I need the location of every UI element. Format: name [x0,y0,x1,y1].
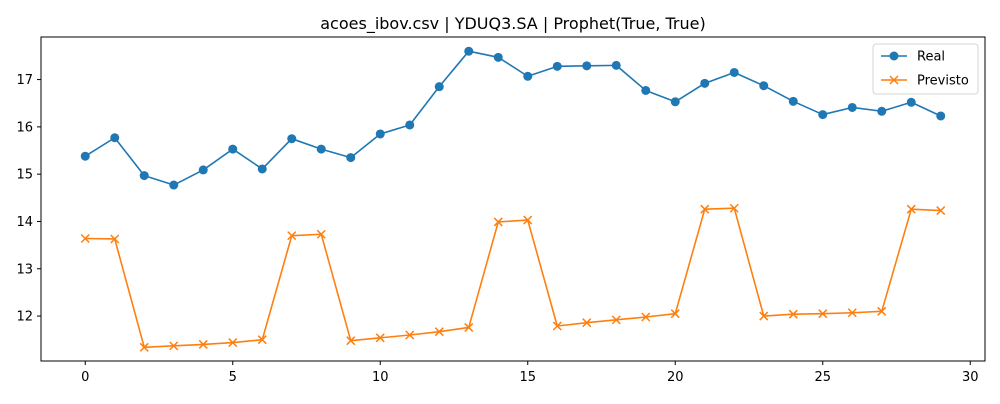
x-tick-label: 30 [962,370,979,385]
data-point-real [759,81,769,91]
data-point-real [670,97,680,107]
data-point-previsto [523,215,533,225]
data-point-real [375,129,385,139]
data-point-real [847,102,857,112]
data-point-real [788,96,798,106]
series-line-previsto [85,207,941,349]
legend-marker-real [889,51,899,61]
legend-marker-previsto [889,75,899,85]
data-point-previsto [110,234,120,244]
x-tick-label: 20 [667,370,684,385]
data-point-previsto [80,233,90,244]
y-tick-label: 17 [16,73,33,88]
data-point-previsto [198,339,208,349]
data-point-real [139,171,149,181]
x-tick-label: 5 [229,370,237,385]
data-point-real [287,134,297,144]
data-point-real [228,144,238,154]
data-point-previsto [316,229,326,239]
data-point-real [169,180,179,190]
data-point-real [936,111,946,121]
data-point-previsto [139,342,149,352]
data-point-real [198,165,208,175]
data-point-previsto [759,311,769,321]
data-point-previsto [346,336,356,346]
data-point-real [405,120,415,130]
series-line-real [84,50,942,186]
data-point-previsto [847,308,857,318]
data-point-previsto [228,338,238,348]
y-tick-label: 16 [16,120,33,135]
data-point-real [464,46,474,56]
axes-frame [40,36,986,362]
data-point-previsto [877,306,887,316]
data-point-real [906,97,916,107]
data-point-real [552,61,562,71]
data-point-real [582,61,592,71]
x-tick-label: 10 [372,370,389,385]
data-point-real [729,67,739,77]
legend: Real Previsto [872,43,979,95]
legend-label: Previsto [917,74,969,89]
data-point-real [641,85,651,95]
data-point-real [818,110,828,120]
x-tick-label: 15 [519,370,536,385]
plot-area: 0 5 10 15 20 25 30 12 13 14 15 16 17 [16,36,986,385]
data-point-previsto [405,330,415,340]
data-point-real [346,153,356,163]
chart-title: acoes_ibov.csv | YDUQ3.SA | Prophet(True… [320,14,705,34]
data-point-real [434,82,444,92]
x-tick-label: 0 [81,370,89,385]
data-point-previsto [552,321,562,331]
y-tick-label: 13 [16,262,33,277]
data-point-real [80,151,90,161]
data-point-previsto [493,217,503,227]
x-tick-label: 25 [814,370,831,385]
data-point-real [316,144,326,154]
data-point-real [877,106,887,116]
data-point-previsto [641,312,651,322]
data-point-previsto [936,206,946,216]
y-tick-label: 12 [16,310,33,325]
data-point-real [523,71,533,81]
data-point-previsto [582,318,592,328]
legend-label: Real [917,50,945,65]
y-tick-label: 14 [16,215,33,230]
data-point-previsto [818,309,828,319]
data-point-previsto [670,309,680,319]
data-point-previsto [257,335,267,345]
data-point-real [700,78,710,88]
data-point-previsto [788,309,798,319]
data-point-previsto [906,204,916,214]
data-point-previsto [729,203,739,213]
data-point-real [110,133,120,143]
data-point-previsto [700,204,710,214]
data-point-previsto [169,341,179,351]
data-point-real [257,164,267,174]
data-point-real [611,60,621,70]
data-point-previsto [611,315,621,325]
data-point-previsto [434,327,444,337]
y-tick-label: 15 [16,168,33,183]
data-point-real [493,52,503,62]
data-point-previsto [464,322,474,332]
data-point-previsto [287,231,297,241]
data-point-previsto [375,333,385,343]
